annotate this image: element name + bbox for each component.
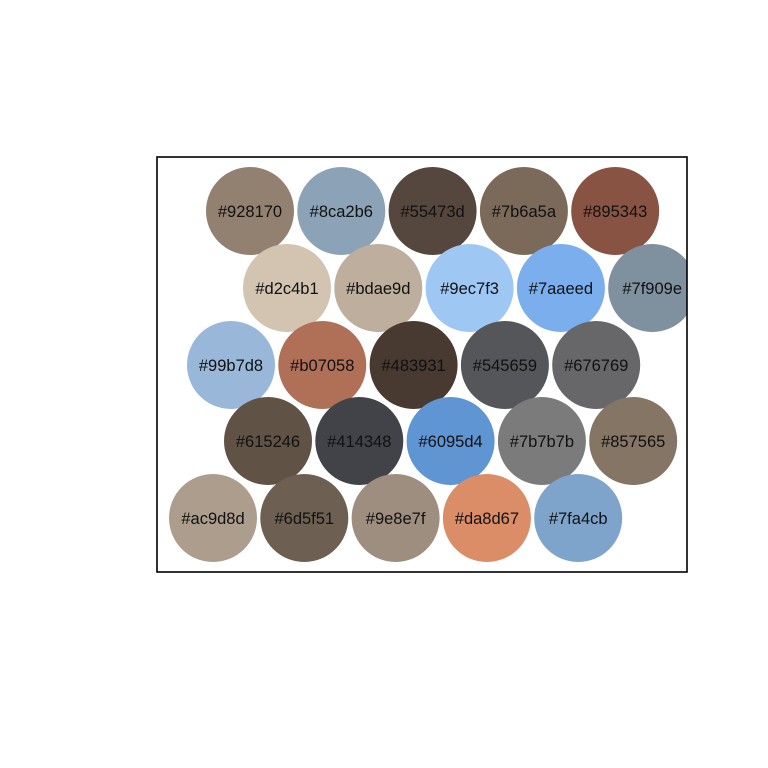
- swatch-label: #7aaeed: [529, 280, 593, 298]
- swatch-label: #7f909e: [622, 280, 682, 298]
- swatch-label: #6d5f51: [274, 510, 334, 528]
- swatch-label: #9ec7f3: [440, 280, 499, 298]
- swatch-label: #ac9d8d: [181, 510, 244, 528]
- color-swatch: #55473d: [389, 167, 477, 255]
- color-swatch: #928170: [206, 167, 294, 255]
- color-swatch: #ac9d8d: [169, 474, 257, 562]
- swatch-label: #7b6a5a: [492, 203, 557, 221]
- color-swatch: #615246: [224, 397, 312, 485]
- swatch-label: #895343: [583, 203, 647, 221]
- color-swatch: #99b7d8: [187, 321, 275, 409]
- color-swatch: #483931: [370, 321, 458, 409]
- swatch-group: #928170 #8ca2b6 #55473d #7b6a5a #895343 #d2c4…: [169, 167, 696, 562]
- color-swatch: #6d5f51: [260, 474, 348, 562]
- swatch-label: #7fa4cb: [549, 510, 608, 528]
- color-swatch: #7b6a5a: [480, 167, 568, 255]
- swatch-label: #615246: [236, 433, 300, 451]
- color-swatch: #414348: [315, 397, 403, 485]
- swatch-label: #8ca2b6: [310, 203, 373, 221]
- color-swatch: #d2c4b1: [243, 244, 331, 332]
- swatch-label: #676769: [564, 357, 628, 375]
- swatch-label: #b07058: [290, 357, 354, 375]
- swatch-label: #414348: [327, 433, 391, 451]
- color-swatch: #857565: [589, 397, 677, 485]
- swatch-label: #545659: [473, 357, 537, 375]
- color-swatch: #676769: [552, 321, 640, 409]
- color-swatch: #7b7b7b: [498, 397, 586, 485]
- swatch-label: #857565: [601, 433, 665, 451]
- color-swatch: #b07058: [278, 321, 366, 409]
- swatch-label: #99b7d8: [199, 357, 263, 375]
- swatch-label: #bdae9d: [346, 280, 410, 298]
- color-swatch: #bdae9d: [334, 244, 422, 332]
- color-swatch: #8ca2b6: [297, 167, 385, 255]
- color-swatch: #7fa4cb: [534, 474, 622, 562]
- swatch-label: #483931: [381, 357, 445, 375]
- color-swatch: #895343: [571, 167, 659, 255]
- color-swatch: #6095d4: [407, 397, 495, 485]
- swatch-label: #d2c4b1: [255, 280, 318, 298]
- color-swatch: #7aaeed: [517, 244, 605, 332]
- swatch-label: #da8d67: [455, 510, 519, 528]
- color-swatch: #9ec7f3: [426, 244, 514, 332]
- swatch-label: #6095d4: [418, 433, 482, 451]
- color-swatch: #9e8e7f: [352, 474, 440, 562]
- swatch-label: #928170: [218, 203, 282, 221]
- swatch-label: #9e8e7f: [366, 510, 426, 528]
- swatch-label: #55473d: [400, 203, 464, 221]
- color-swatch: #545659: [461, 321, 549, 409]
- swatch-label: #7b7b7b: [510, 433, 574, 451]
- color-swatch: #da8d67: [443, 474, 531, 562]
- color-swatch: #7f909e: [608, 244, 696, 332]
